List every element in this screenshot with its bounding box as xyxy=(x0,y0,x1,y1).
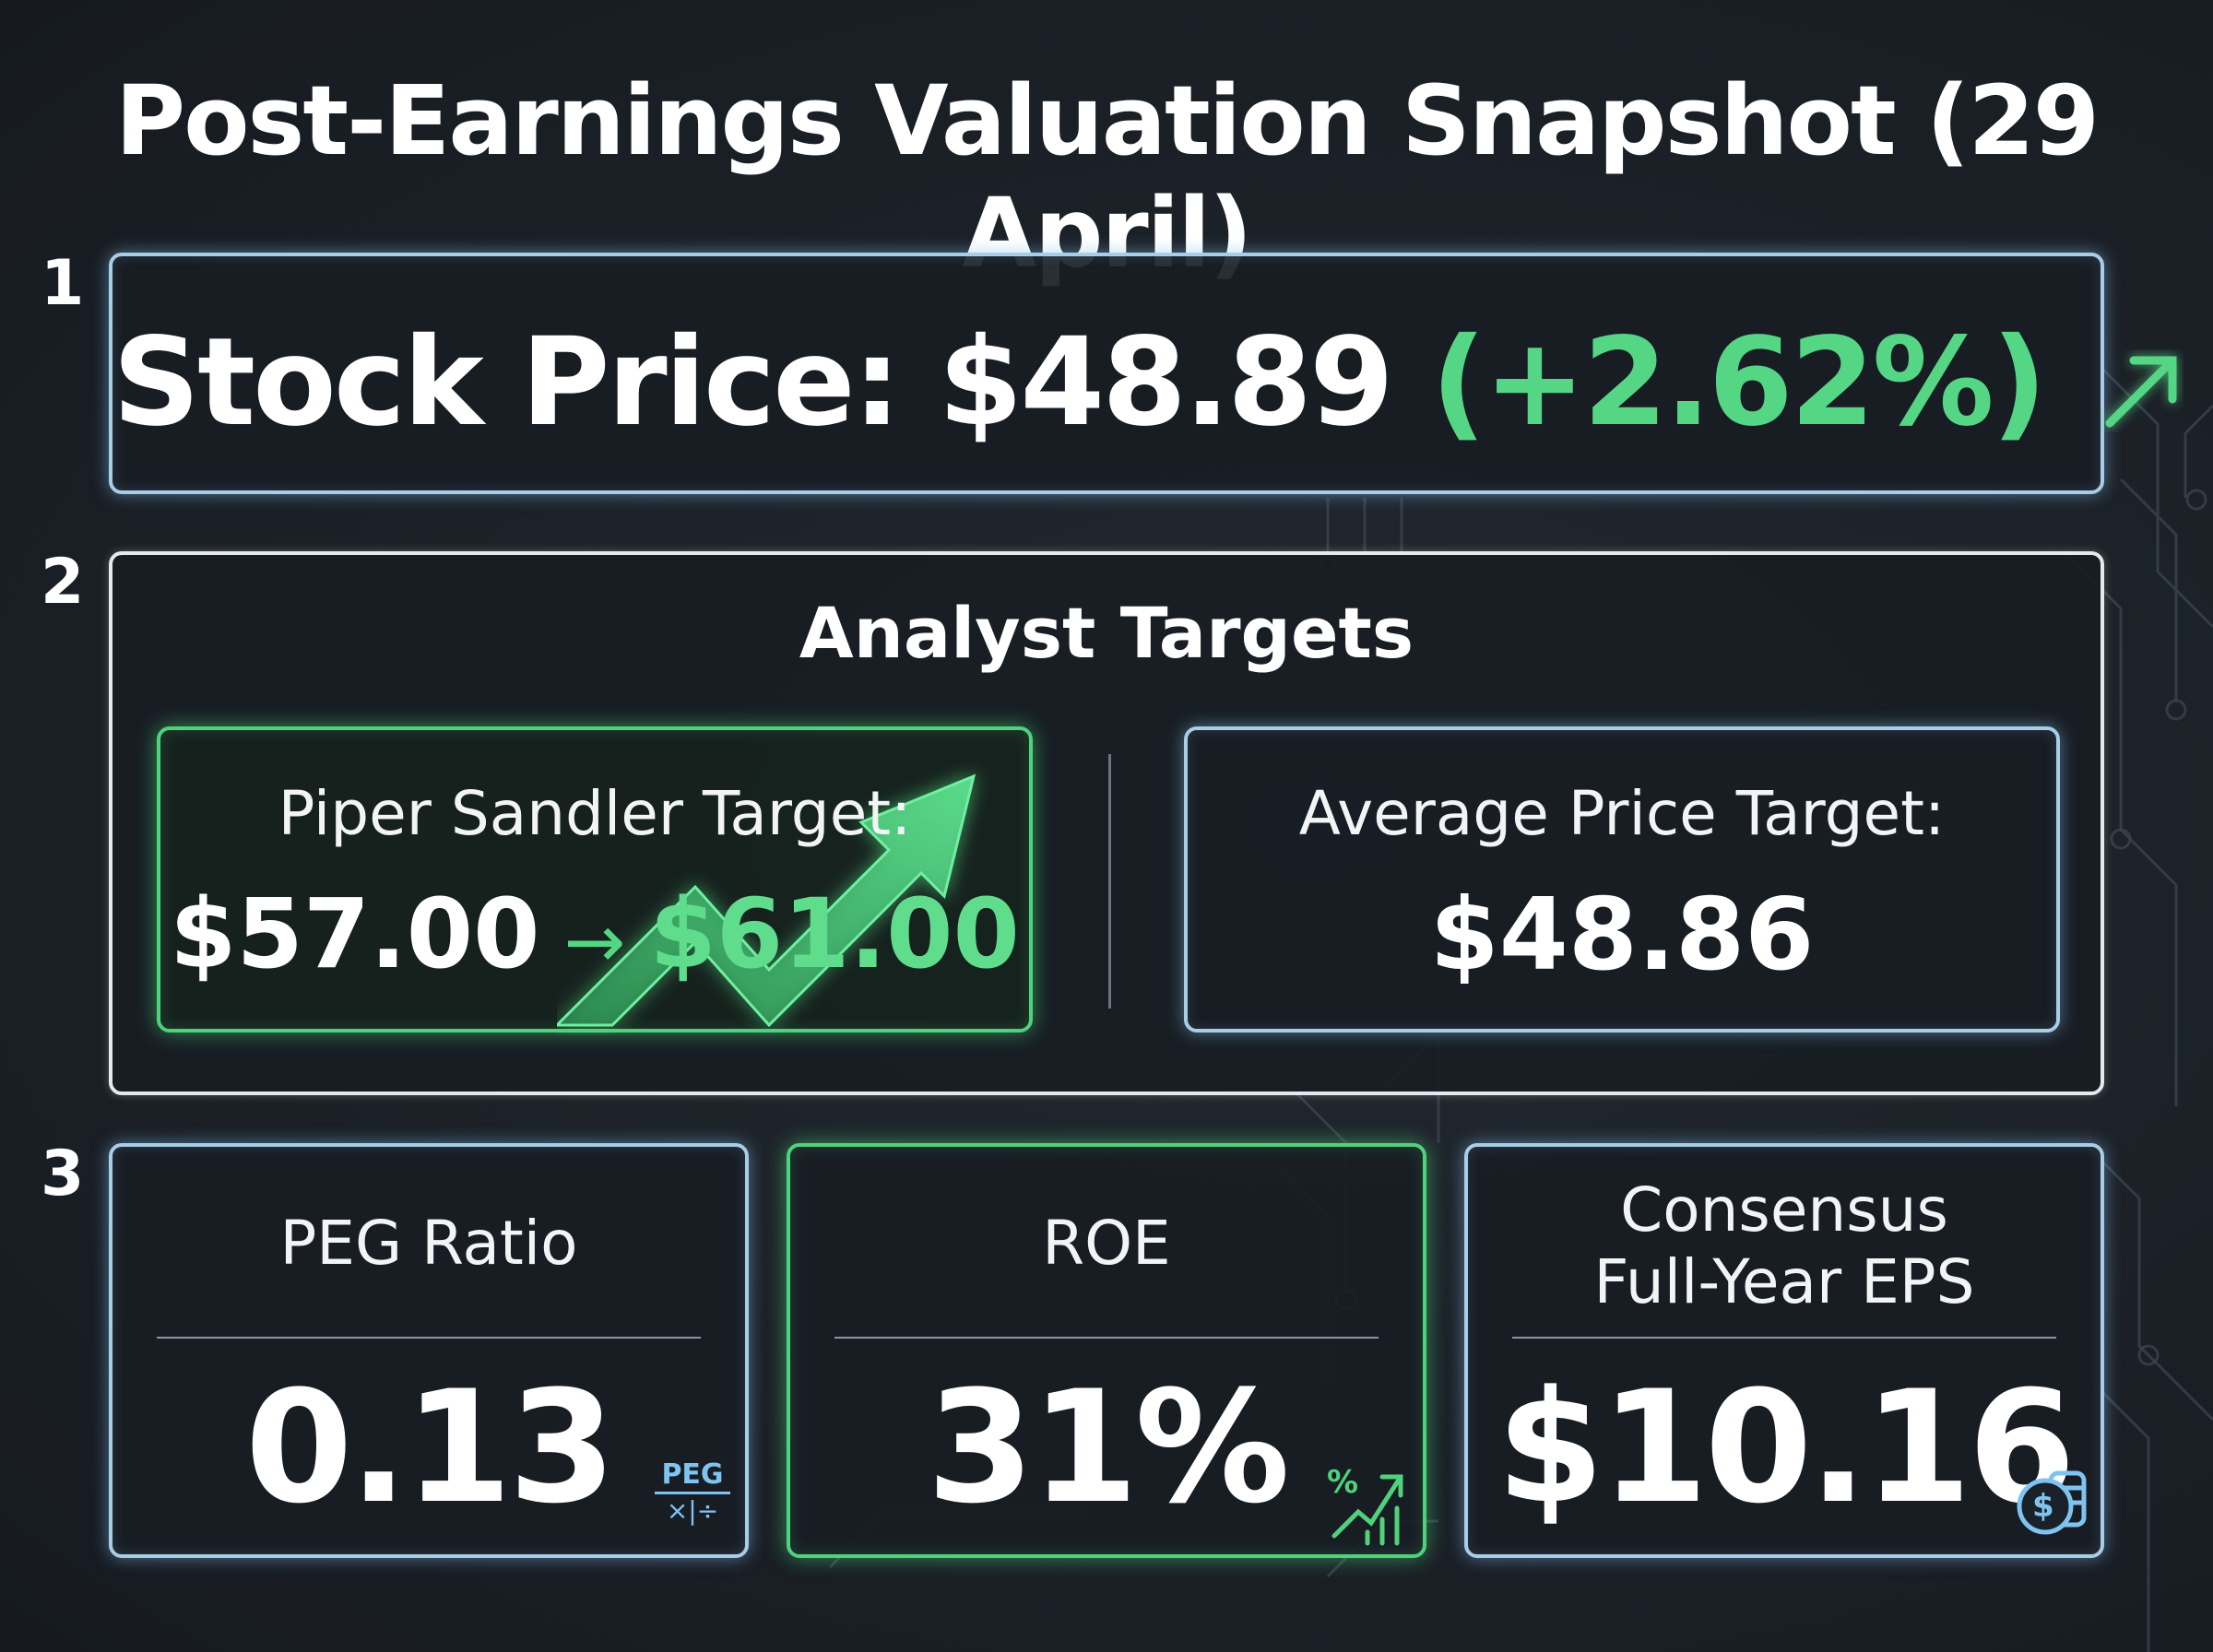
consensus-eps-value: $10.16 xyxy=(1496,1357,2076,1538)
analyst-targets-panel: Analyst Targets Piper Sandler Target: $5… xyxy=(109,551,2104,1095)
peg-icon-operators: ×|÷ xyxy=(666,1495,719,1526)
roe-icon-text: % xyxy=(1327,1464,1359,1501)
piper-sandler-target-card: Piper Sandler Target: $57.00 → $61.00 xyxy=(157,726,1033,1032)
page-title: Post-Earnings Valuation Snapshot (29 Apr… xyxy=(114,65,2100,289)
average-target-value: $48.86 xyxy=(1429,878,1815,993)
consensus-eps-card: Consensus Full-Year EPS $10.16 $ xyxy=(1464,1143,2104,1558)
peg-ratio-divider xyxy=(157,1337,701,1339)
piper-sandler-label: Piper Sandler Target: xyxy=(278,778,912,849)
piper-old-target: $57.00 xyxy=(170,878,540,990)
piper-sandler-values: $57.00 → $61.00 xyxy=(160,878,1029,990)
stock-price-change: (+2.62%) xyxy=(1430,312,2047,454)
roe-card: ROE 31% % xyxy=(787,1143,1426,1558)
stock-price-label: Stock Price: xyxy=(112,312,901,454)
eps-icon-text: $ xyxy=(2032,1488,2054,1525)
consensus-eps-label-line1: Consensus xyxy=(1620,1174,1948,1245)
roe-label: ROE xyxy=(1042,1208,1171,1279)
arrow-up-right-icon xyxy=(2105,356,2177,428)
consensus-eps-label-line2: Full-Year EPS xyxy=(1593,1246,1975,1317)
dollar-coins-icon: $ xyxy=(2014,1460,2091,1538)
percent-growth-icon: % xyxy=(1327,1464,1410,1547)
consensus-eps-divider xyxy=(1512,1337,2056,1339)
section-number-2: 2 xyxy=(41,546,85,619)
peg-ratio-value: 0.13 xyxy=(244,1357,617,1538)
analyst-targets-title: Analyst Targets xyxy=(799,592,1414,674)
consensus-eps-label: Consensus Full-Year EPS xyxy=(1468,1174,2101,1318)
section-number-3: 3 xyxy=(41,1138,85,1210)
roe-value: 31% xyxy=(926,1357,1290,1538)
stock-price-value: $48.89 xyxy=(938,312,1393,454)
peg-calculator-icon: PEG ×|÷ xyxy=(655,1460,730,1526)
stock-price-panel: Stock Price: $48.89 (+2.62%) xyxy=(109,253,2177,494)
trend-up-arrow-icon xyxy=(557,773,976,1028)
average-target-label: Average Price Target: xyxy=(1298,778,1946,849)
roe-divider xyxy=(834,1337,1379,1339)
peg-ratio-label: PEG Ratio xyxy=(279,1208,578,1279)
peg-icon-text: PEG xyxy=(661,1458,724,1491)
peg-ratio-card: PEG Ratio 0.13 PEG ×|÷ xyxy=(109,1143,749,1558)
section-number-1: 1 xyxy=(41,247,85,320)
arrow-right-icon: → xyxy=(563,899,626,985)
piper-new-target: $61.00 xyxy=(649,878,1020,990)
average-price-target-card: Average Price Target: $48.86 xyxy=(1184,726,2060,1032)
stock-price-line: Stock Price: $48.89 (+2.62%) xyxy=(112,312,2177,454)
targets-divider xyxy=(1108,754,1111,1009)
